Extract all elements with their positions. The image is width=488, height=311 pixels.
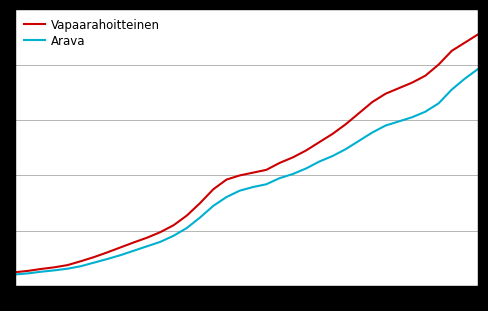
Vapaarahoitteinen	[38, 267, 44, 271]
Arava	[409, 115, 415, 119]
Arava	[78, 264, 84, 268]
Vapaarahoitteinen	[104, 250, 110, 254]
Arava	[171, 234, 177, 238]
Arava	[131, 249, 137, 253]
Arava	[369, 131, 375, 134]
Arava	[329, 154, 335, 158]
Arava	[12, 273, 18, 276]
Arava	[356, 139, 362, 143]
Arava	[91, 261, 97, 264]
Arava	[264, 182, 269, 186]
Vapaarahoitteinen	[78, 259, 84, 263]
Arava	[290, 172, 296, 176]
Arava	[436, 102, 442, 105]
Vapaarahoitteinen	[25, 269, 31, 273]
Arava	[277, 176, 283, 180]
Arava	[118, 253, 123, 257]
Arava	[158, 240, 163, 244]
Vapaarahoitteinen	[290, 156, 296, 159]
Arava	[210, 204, 216, 208]
Arava	[38, 270, 44, 274]
Vapaarahoitteinen	[158, 230, 163, 234]
Arava	[303, 167, 309, 170]
Vapaarahoitteinen	[184, 214, 190, 217]
Arava	[383, 124, 388, 128]
Vapaarahoitteinen	[329, 132, 335, 136]
Line: Vapaarahoitteinen: Vapaarahoitteinen	[15, 34, 478, 272]
Vapaarahoitteinen	[277, 161, 283, 165]
Arava	[475, 67, 481, 71]
Arava	[422, 110, 428, 114]
Vapaarahoitteinen	[449, 49, 455, 53]
Arava	[25, 272, 31, 275]
Vapaarahoitteinen	[197, 201, 203, 205]
Arava	[65, 267, 71, 271]
Vapaarahoitteinen	[237, 174, 243, 177]
Vapaarahoitteinen	[462, 41, 468, 44]
Arava	[462, 77, 468, 80]
Arava	[144, 244, 150, 248]
Vapaarahoitteinen	[131, 240, 137, 244]
Vapaarahoitteinen	[383, 92, 388, 95]
Vapaarahoitteinen	[422, 74, 428, 78]
Vapaarahoitteinen	[316, 140, 322, 144]
Vapaarahoitteinen	[65, 263, 71, 267]
Vapaarahoitteinen	[343, 122, 349, 126]
Vapaarahoitteinen	[396, 86, 402, 90]
Vapaarahoitteinen	[356, 111, 362, 115]
Vapaarahoitteinen	[171, 223, 177, 227]
Vapaarahoitteinen	[369, 100, 375, 104]
Vapaarahoitteinen	[91, 255, 97, 259]
Arava	[104, 257, 110, 261]
Arava	[396, 119, 402, 123]
Vapaarahoitteinen	[144, 236, 150, 239]
Arava	[449, 88, 455, 91]
Arava	[51, 268, 57, 272]
Legend: Vapaarahoitteinen, Arava: Vapaarahoitteinen, Arava	[20, 14, 165, 53]
Vapaarahoitteinen	[250, 171, 256, 174]
Arava	[343, 147, 349, 151]
Vapaarahoitteinen	[303, 149, 309, 152]
Vapaarahoitteinen	[118, 245, 123, 249]
Arava	[197, 216, 203, 219]
Vapaarahoitteinen	[264, 168, 269, 172]
Arava	[237, 189, 243, 193]
Vapaarahoitteinen	[475, 32, 481, 36]
Arava	[184, 226, 190, 230]
Arava	[224, 195, 229, 199]
Vapaarahoitteinen	[409, 81, 415, 85]
Vapaarahoitteinen	[436, 63, 442, 67]
Vapaarahoitteinen	[224, 178, 229, 181]
Vapaarahoitteinen	[51, 265, 57, 269]
Line: Arava: Arava	[15, 69, 478, 275]
Vapaarahoitteinen	[210, 187, 216, 191]
Vapaarahoitteinen	[12, 271, 18, 274]
Arava	[316, 160, 322, 164]
Arava	[250, 185, 256, 189]
